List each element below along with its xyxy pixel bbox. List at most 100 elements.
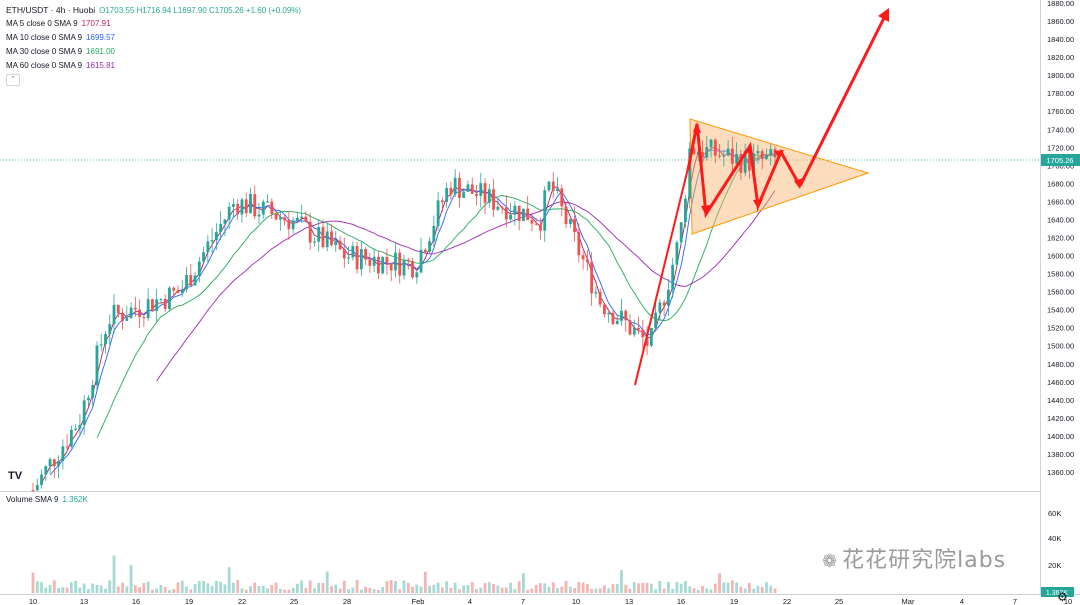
price-axis-label: 1520.00 [1047,324,1074,333]
candle-body [705,147,709,158]
volume-bar [65,587,69,593]
candle-body [594,291,598,294]
indicator-ma10[interactable]: MA 10 close 0 SMA 9 1699.57 [6,31,301,45]
candle-body [466,184,470,192]
volume-bar [338,588,342,593]
arrow-head [693,122,701,133]
arrow-head [701,205,711,216]
candle-body [440,200,444,203]
candle-body [351,246,355,258]
candle-body [48,459,52,467]
candle-body [398,252,402,276]
volume-legend[interactable]: Volume SMA 9 1.362K [6,495,88,504]
time-axis-label: 4 [960,597,964,605]
volume-bar [189,589,193,593]
candle-body [564,206,568,225]
volume-bar [543,583,547,593]
volume-label: Volume SMA 9 [6,495,59,504]
candle-body [547,181,551,191]
candle-body [522,208,525,222]
price-axis[interactable]: 1880.00 1860.00 1840.00 1820.00 1800.00 1780.… [1047,0,1074,477]
tradingview-logo[interactable]: TV [8,470,23,482]
volume-bar [364,586,368,593]
candle-body [462,191,466,198]
volume-bar [730,580,734,593]
volume-bar [125,586,129,593]
volume-bar [142,583,146,593]
breakout-arrow [798,17,886,187]
candle-body [91,385,95,398]
indicator-ma5[interactable]: MA 5 close 0 SMA 9 1707.91 [6,17,301,31]
candle-body [112,304,116,325]
candle-body [645,337,649,346]
time-axis[interactable]: 10 13 16 19 22 25 28 Feb 4 7 10 13 16 19 22 25 Mar 4 7 10 [29,597,1072,605]
volume-bar [138,587,142,593]
candle-body [116,304,120,314]
candle-body [688,148,692,199]
volume-bar [82,583,86,593]
volume-bar [31,572,35,593]
symbol-title[interactable]: ETH/USDT · 4h · Huobi [6,5,96,15]
candle-body [615,320,619,324]
candle-body [240,199,244,215]
candle-body [368,259,372,266]
indicator-ma60[interactable]: MA 60 close 0 SMA 9 1615.81 [6,59,301,73]
watermark-text: 花花研究院labs [842,548,1007,573]
candle-body [423,249,427,252]
volume-bar [628,588,632,593]
chevron-up-icon[interactable]: ⌃ [6,74,20,86]
volume-bar [129,565,133,593]
candle-body [330,231,333,246]
volume-bar [440,587,444,593]
price-axis-label: 1760.00 [1047,107,1074,116]
candle-body [534,223,538,225]
price-axis-label: 1580.00 [1047,270,1074,279]
arrow-drawings[interactable] [634,8,889,386]
candle-body [402,259,406,276]
volume-current-label: 1.362K [1046,590,1069,597]
volume-bar [206,583,210,593]
price-axis-label: 1360.00 [1047,468,1074,477]
candle-body [679,222,683,243]
volume-bar [470,582,474,593]
candle-body [52,459,56,467]
price-axis-label: 1660.00 [1047,197,1074,206]
volume-bar [458,589,461,593]
candle-body [180,289,184,293]
candle-body [509,214,513,220]
gear-icon[interactable]: ⚙ [1057,590,1068,604]
candle-body [214,232,218,241]
volume-bar [560,586,564,593]
candle-body [415,272,419,278]
candle-body [291,220,295,230]
candle-body [210,240,214,242]
candle-body [603,304,606,315]
candle-body [197,261,201,276]
triangle-pattern[interactable] [689,118,870,235]
candle-body [765,155,768,159]
candle-body [151,299,154,311]
volume-bar [462,585,466,593]
candle-body [628,320,632,335]
indicator-ma30[interactable]: MA 30 close 0 SMA 9 1691.00 [6,45,301,59]
price-axis-label: 1800.00 [1047,71,1074,80]
candle-body [278,217,282,220]
candle-body [381,257,385,274]
time-axis-label: 7 [1013,597,1017,605]
price-axis-label: 1460.00 [1047,378,1074,387]
volume-bar [406,582,410,593]
volume-bar [765,582,768,593]
time-axis-label: 16 [132,597,140,605]
candle-body [722,155,726,157]
volume-bar [227,567,231,593]
candle-body [87,397,90,401]
watermark: ❁ 花花研究院labs [822,542,1006,574]
candle-body [649,327,653,346]
volume-bar [99,585,103,593]
candle-body [308,221,312,243]
volume-bar [104,588,107,593]
volume-bar [69,582,73,593]
volume-bar [44,587,48,593]
price-axis-label: 1540.00 [1047,306,1074,315]
